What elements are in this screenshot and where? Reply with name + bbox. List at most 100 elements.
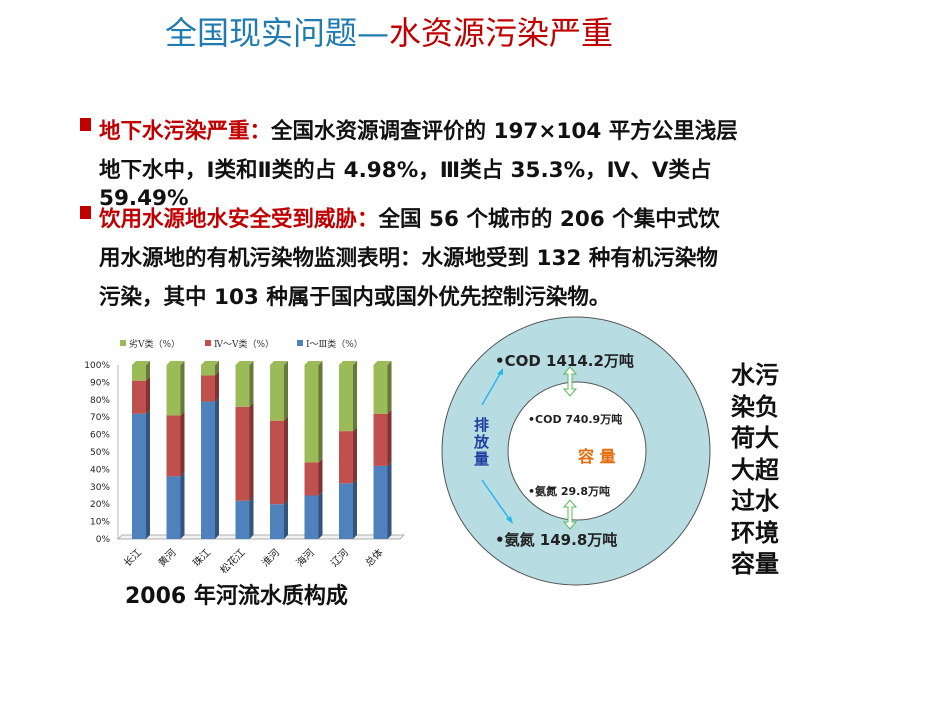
bar-segment-side bbox=[215, 397, 219, 539]
bar-segment-side bbox=[146, 376, 150, 414]
inner-bottom-label: •氨氮 29.8万吨 bbox=[528, 485, 611, 498]
y-tick-label: 60% bbox=[90, 431, 110, 441]
bar-segment bbox=[304, 462, 319, 496]
capacity-label: 容 量 bbox=[578, 447, 616, 466]
title-part2: 水资源污染严重 bbox=[389, 14, 614, 52]
bullet-2-text: 全国 56 个城市的 206 个集中式饮 bbox=[378, 207, 720, 232]
side-line: 染负 bbox=[731, 392, 779, 421]
bullet-2-line-3: 污染，其中 103 种属于国内或国外优先控制污染物。 bbox=[99, 285, 611, 310]
legend-label: Ⅳ～Ⅴ类（%） bbox=[214, 338, 274, 350]
side-line: 大超 bbox=[731, 455, 779, 484]
bullet-1-line-2: 地下水中，Ⅰ类和Ⅱ类的占 4.98%，Ⅲ类占 35.3%，Ⅳ、Ⅴ类占 bbox=[99, 158, 712, 183]
bullet-1-line-3: 59.49% bbox=[99, 186, 189, 211]
slide-title: 全国现实问题—水资源污染严重 bbox=[165, 8, 613, 54]
bar-segment bbox=[235, 406, 250, 501]
arrow-down bbox=[481, 479, 511, 521]
bar-segment bbox=[373, 365, 388, 414]
bar-segment bbox=[132, 365, 146, 381]
side-text: 水污 染负 荷大 大超 过水 环境 容量 bbox=[731, 360, 791, 581]
bar-segment bbox=[166, 365, 181, 416]
legend-label: Ⅰ～Ⅲ类（%） bbox=[306, 338, 363, 350]
arrow-up bbox=[481, 371, 502, 406]
y-tick-label: 80% bbox=[90, 396, 110, 406]
bar-top bbox=[270, 361, 288, 365]
bar-segment bbox=[339, 365, 353, 432]
side-line: 过水 bbox=[731, 487, 779, 515]
bullet-2-heading: 饮用水源地水安全受到威胁： bbox=[99, 207, 379, 232]
double-arrow-icon bbox=[562, 366, 578, 530]
bar-segment bbox=[270, 504, 284, 539]
bar-segment-side bbox=[318, 361, 323, 463]
bar-top bbox=[201, 361, 219, 365]
bar-segment bbox=[201, 365, 215, 376]
bar-segment bbox=[132, 380, 146, 414]
side-line: 水污 bbox=[731, 361, 779, 389]
inner-top-label: •COD 740.9万吨 bbox=[528, 413, 623, 426]
chart-caption: 2006 年河流水质构成 bbox=[125, 584, 348, 609]
y-tick-label: 50% bbox=[90, 448, 110, 458]
bullet-2-line-1: 饮用水源地水安全受到威胁：全国 56 个城市的 206 个集中式饮 bbox=[99, 202, 720, 233]
bar-segment bbox=[339, 483, 353, 539]
y-tick-label: 30% bbox=[90, 483, 110, 493]
bar-segment-side bbox=[146, 409, 150, 539]
bar-segment bbox=[166, 415, 181, 477]
outer-bottom-label: •氨氮 149.8万吨 bbox=[495, 531, 618, 549]
y-tick-label: 20% bbox=[90, 500, 110, 510]
bar-segment-side bbox=[353, 427, 357, 484]
bar-top bbox=[166, 361, 185, 365]
inner-circle bbox=[507, 381, 647, 521]
bar-segment bbox=[304, 365, 319, 463]
bar-segment-side bbox=[318, 491, 323, 539]
bar-segment-side bbox=[284, 500, 288, 539]
bar-segment bbox=[304, 495, 319, 539]
bar-top bbox=[132, 361, 150, 365]
bar-segment-side bbox=[215, 361, 219, 376]
bar-segment-side bbox=[284, 361, 288, 421]
side-line: 荷大 bbox=[731, 424, 779, 452]
bar-segment bbox=[235, 500, 250, 539]
bar-segment-side bbox=[215, 371, 219, 402]
bar-segment-side bbox=[249, 402, 254, 501]
bullet-1-text: 全国水资源调查评价的 197×104 平方公里浅层 bbox=[271, 119, 738, 144]
y-tick-label: 40% bbox=[90, 465, 110, 475]
bullet-1-line-1: 地下水污染严重：全国水资源调查评价的 197×104 平方公里浅层 bbox=[99, 114, 738, 145]
bar-segment bbox=[201, 401, 215, 539]
bar-top bbox=[373, 361, 392, 365]
bar-segment-side bbox=[353, 361, 357, 432]
y-tick-label: 90% bbox=[90, 378, 110, 388]
legend-swatch bbox=[205, 340, 211, 346]
bullet-icon bbox=[80, 118, 91, 131]
bar-segment-side bbox=[180, 361, 185, 416]
bar-segment-side bbox=[249, 361, 254, 407]
y-tick-label: 10% bbox=[90, 518, 110, 528]
bar-segment bbox=[270, 365, 284, 421]
bar-segment-side bbox=[146, 361, 150, 381]
bar-segment bbox=[235, 365, 250, 407]
bar-top bbox=[304, 361, 323, 365]
side-line: 环境 bbox=[731, 518, 779, 547]
legend-swatch bbox=[120, 340, 126, 346]
bar-segment-side bbox=[387, 461, 392, 539]
discharge-label: 排放量 bbox=[474, 416, 490, 468]
bar-segment-side bbox=[249, 496, 254, 539]
bar-segment-side bbox=[387, 409, 392, 466]
bar-top bbox=[339, 361, 357, 365]
bar-segment-side bbox=[318, 458, 323, 496]
y-tick-label: 0% bbox=[96, 535, 111, 545]
bar-segment bbox=[132, 413, 146, 539]
bullet-1-heading: 地下水污染严重： bbox=[99, 119, 272, 144]
bar-segment bbox=[166, 476, 181, 539]
bullet-2-line-2: 用水源地的有机污染物监测表明：水源地受到 132 种有机污染物 bbox=[99, 246, 718, 271]
outer-top-label: •COD 1414.2万吨 bbox=[495, 352, 634, 370]
bar-segment bbox=[339, 431, 353, 484]
bar-segment-side bbox=[387, 361, 392, 414]
y-tick-label: 100% bbox=[84, 361, 110, 371]
legend-label: 劣Ⅴ类（%） bbox=[129, 338, 180, 350]
bar-segment-side bbox=[284, 416, 288, 505]
legend-swatch bbox=[297, 340, 303, 346]
bar-segment bbox=[373, 465, 388, 539]
bar-segment-side bbox=[353, 479, 357, 539]
